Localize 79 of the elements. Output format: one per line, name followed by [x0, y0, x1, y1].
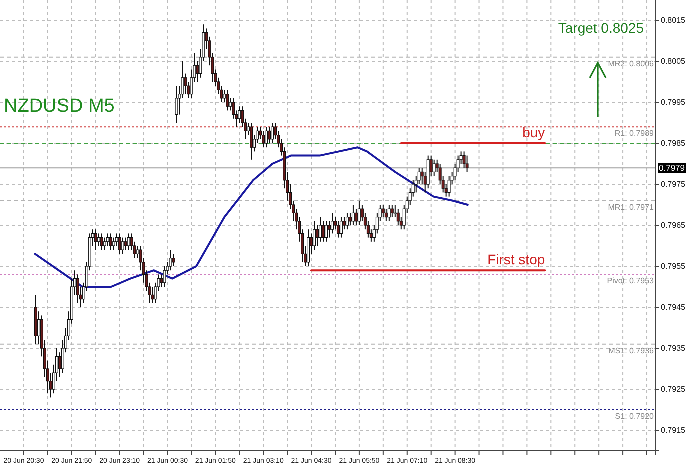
annotation: Target 0.8025 [558, 20, 644, 36]
ref-line-label: S1: 0.7920 [615, 412, 655, 421]
candlestick [100, 233, 104, 251]
candlestick [462, 151, 466, 169]
candlestick [175, 86, 178, 124]
candlestick [118, 233, 122, 255]
candlestick [37, 311, 40, 345]
ref-line-label: MR1: 0.7971 [608, 202, 655, 212]
candlestick [336, 220, 340, 238]
candlestick [223, 90, 226, 103]
candlestick [382, 204, 385, 218]
annotation: First stop [488, 252, 546, 268]
candlestick [388, 204, 391, 222]
candlestick [322, 220, 326, 242]
candlestick [348, 212, 352, 226]
candlestick [106, 233, 110, 246]
y-tick-label: 0.7925 [661, 385, 686, 394]
candlestick [109, 233, 112, 251]
candlestick [94, 229, 98, 251]
candlestick [354, 208, 358, 226]
y-tick-label: 0.8015 [661, 16, 686, 26]
candlestick [396, 208, 400, 226]
candlestick [172, 254, 176, 267]
candlestick [169, 250, 172, 272]
candlestick [330, 212, 334, 234]
ref-line-label: 0.7979 [659, 163, 686, 174]
y-tick-label: 0.8005 [661, 57, 686, 66]
candlestick [340, 216, 343, 238]
candlestick [352, 204, 355, 226]
candlestick [268, 126, 272, 144]
candlestick [58, 352, 62, 378]
y-tick-label: 0.7955 [661, 262, 686, 272]
candlestick [76, 274, 80, 304]
ref-line-label: MS1: 0.7936 [608, 346, 655, 356]
candlestick [262, 130, 266, 148]
candlestick [136, 246, 140, 259]
candlestick [226, 90, 230, 112]
ref-line-label: MR2: 0.8006 [608, 59, 655, 68]
y-tick-label: 0.7965 [661, 221, 686, 230]
candlestick [238, 106, 242, 124]
candlestick [151, 286, 154, 304]
candlestick [358, 200, 361, 226]
ref-line-label: R1: 0.7989 [614, 129, 655, 138]
candlestick [448, 176, 451, 198]
candlestick [316, 225, 320, 246]
candlestick [384, 208, 388, 222]
candlestick [390, 204, 394, 218]
y-tick-label: 0.7935 [661, 344, 686, 354]
candlestick [466, 155, 469, 173]
candlestick [328, 220, 331, 238]
candlestick [163, 266, 166, 288]
candlestick [121, 237, 124, 255]
candlestick [196, 61, 200, 82]
y-tick-label: 0.7945 [661, 303, 686, 312]
candlestick [265, 126, 268, 148]
y-tick-label: 0.7985 [661, 139, 686, 148]
candlestick [184, 73, 188, 95]
candlestick [97, 233, 100, 246]
candlestick [394, 204, 397, 218]
candlestick [432, 159, 436, 177]
candlestick [250, 122, 254, 160]
candlestick [115, 233, 118, 246]
candlestick [271, 122, 274, 144]
candlestick [319, 216, 322, 242]
candlestick [103, 237, 106, 251]
candlestick [127, 233, 130, 251]
candlestick [229, 98, 232, 112]
candlestick [325, 220, 328, 242]
ref-line-label: Pivot: 0.7953 [607, 276, 655, 286]
y-tick-label: 0.7975 [661, 180, 686, 190]
candlestick [124, 237, 128, 251]
candlestick [313, 220, 316, 251]
candlestick [342, 216, 346, 230]
candlestick [346, 212, 349, 230]
y-tick-label: 0.7995 [661, 98, 686, 108]
y-tick-label: 0.7915 [661, 426, 686, 436]
annotation: buy [522, 124, 546, 140]
text: NZDUSD M5 [4, 96, 115, 117]
candlestick [112, 237, 116, 251]
